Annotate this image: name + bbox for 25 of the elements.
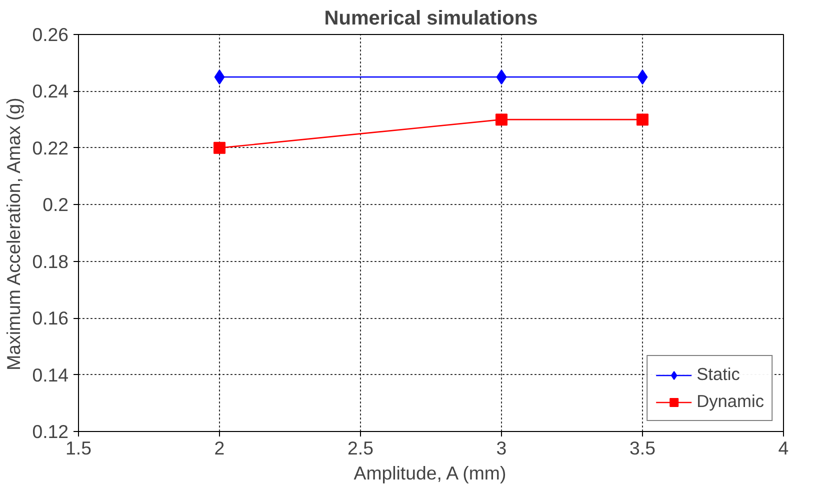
legend-label: Dynamic: [696, 391, 764, 412]
y-tick-label: 0.22: [32, 137, 68, 158]
x-tick-label: 3.5: [630, 438, 656, 458]
x-tick-label: 2.5: [348, 438, 374, 458]
point: [214, 70, 225, 85]
x-axis-title: Amplitude, A (mm): [354, 462, 506, 484]
point: [637, 70, 648, 85]
y-tick-label: 0.14: [32, 364, 68, 386]
legend-label: Static: [696, 364, 740, 385]
x-tick-label: 3: [496, 438, 507, 458]
x-tick-label: 2: [214, 438, 225, 458]
point: [496, 70, 507, 85]
y-tick-label: 0.12: [32, 421, 68, 442]
x-tick-label: 4: [778, 438, 789, 458]
y-tick-label: 0.24: [32, 80, 68, 102]
y-axis-title: Maximum Acceleration, Amax (g): [3, 98, 24, 370]
point: [636, 114, 648, 126]
y-tick-label: 0.16: [32, 308, 68, 329]
chart-title: Numerical simulations: [324, 8, 538, 30]
point: [496, 114, 508, 126]
point: [214, 142, 226, 154]
y-tick-label: 0.26: [32, 24, 68, 45]
y-tick-label: 0.2: [42, 194, 69, 216]
y-tick-label: 0.18: [32, 250, 68, 272]
x-tick-label: 1.5: [66, 438, 92, 458]
